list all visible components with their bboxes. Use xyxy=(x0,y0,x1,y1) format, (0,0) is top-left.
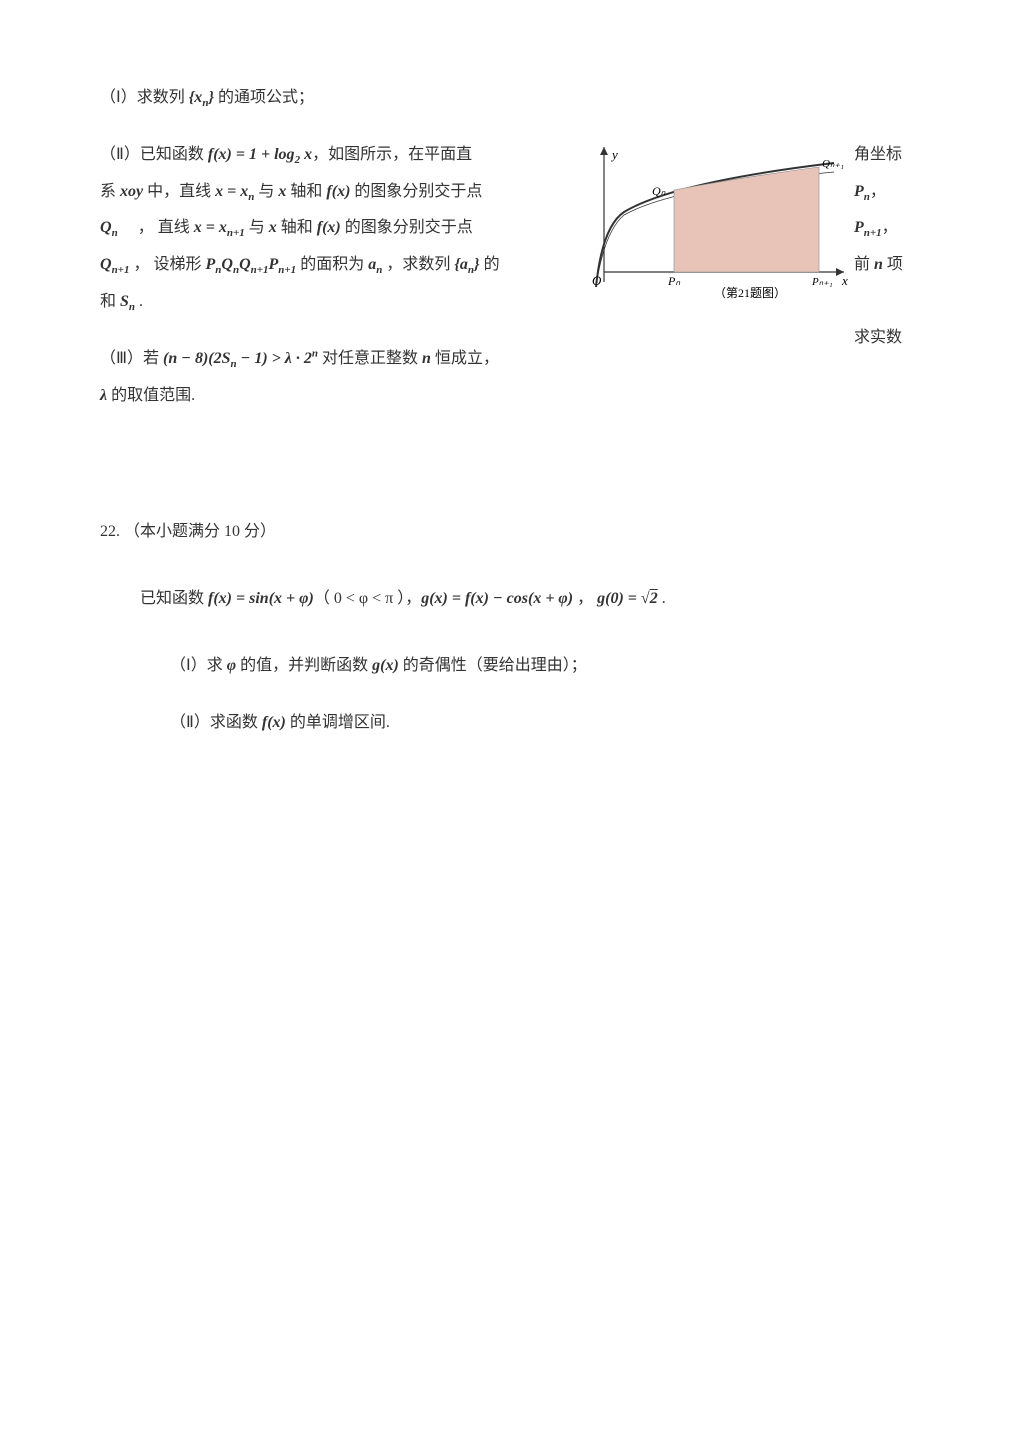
q22-intro: 已知函数 f(x) = sin(x + φ)（ 0 < φ < π ），g(x)… xyxy=(100,581,924,618)
r-label-2: Pn， xyxy=(854,174,914,211)
q21-part2-text: （Ⅱ）已知函数 f(x) = 1 + log2 x，如图所示，在平面直 系 xo… xyxy=(100,137,540,321)
axis-y-label: y xyxy=(610,147,618,162)
q22-part1: （Ⅰ）求 φ 的值，并判断函数 g(x) 的奇偶性（要给出理由）； xyxy=(100,648,924,685)
pn-label: Pₙ xyxy=(667,274,680,288)
q21-p2-l4: Qn+1 ， 设梯形 PnQnQn+1Pn+1 的面积为 an ，求数列 {an… xyxy=(100,247,540,284)
origin-label: O xyxy=(592,273,602,288)
r-label-1: 角坐标 xyxy=(854,137,914,174)
question-21-block: （Ⅰ）求数列 {xn} 的通项公式； y x O Qₙ xyxy=(100,80,924,414)
axis-x-label: x xyxy=(841,273,848,288)
r-label-5: 求实数 xyxy=(854,320,914,357)
q22-header: 22. （本小题满分 10 分） xyxy=(100,514,924,551)
q21-p2-l1: （Ⅱ）已知函数 f(x) = 1 + log2 x，如图所示，在平面直 xyxy=(100,137,540,174)
q21-p2-l3: Qn ， 直线 x = xn+1 与 x 轴和 f(x) 的图象分别交于点 xyxy=(100,210,540,247)
q22-part2: （Ⅱ）求函数 f(x) 的单调增区间. xyxy=(100,705,924,742)
q21-part1: （Ⅰ）求数列 {xn} 的通项公式； xyxy=(100,80,924,117)
figure-caption: （第21题图） xyxy=(714,286,786,300)
qn-label: Qₙ xyxy=(652,184,666,198)
q21-p3-l1: （Ⅲ）若 (n − 8)(2Sn − 1) > λ · 2n 对任意正整数 n … xyxy=(100,341,540,378)
q21-figure-wrap: y x O Qₙ Qₙ₊₁ Pₙ Pₙ₊₁ （第21题图） 角坐标 Pn， Pn… xyxy=(564,137,924,357)
q21-part3-text: （Ⅲ）若 (n − 8)(2Sn − 1) > λ · 2n 对任意正整数 n … xyxy=(100,341,540,415)
q21-right-column: 角坐标 Pn， Pn+1， 前 n 项 求实数 xyxy=(854,137,914,357)
q21-p2-l5: 和 Sn . xyxy=(100,284,540,321)
q21-p2-l2: 系 xoy 中，直线 x = xn 与 x 轴和 f(x) 的图象分别交于点 xyxy=(100,174,540,211)
qn1-label: Qₙ₊₁ xyxy=(822,158,844,170)
r-label-4: 前 n 项 xyxy=(854,247,914,284)
figure-21: y x O Qₙ Qₙ₊₁ Pₙ Pₙ₊₁ （第21题图） xyxy=(564,137,854,307)
figure-21-svg: y x O Qₙ Qₙ₊₁ Pₙ Pₙ₊₁ （第21题图） xyxy=(564,137,854,307)
pn1-label: Pₙ₊₁ xyxy=(811,276,833,288)
r-label-3: Pn+1， xyxy=(854,210,914,247)
q21-p3-l2: λ 的取值范围. xyxy=(100,378,540,415)
question-22-block: 22. （本小题满分 10 分） 已知函数 f(x) = sin(x + φ)（… xyxy=(100,514,924,741)
